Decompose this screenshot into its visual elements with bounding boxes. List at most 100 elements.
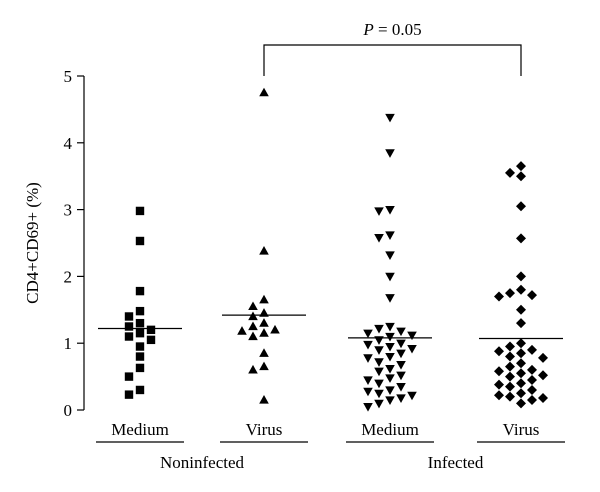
data-point	[135, 206, 145, 216]
data-point	[124, 312, 134, 321]
data-point	[363, 340, 373, 350]
data-point	[396, 360, 406, 370]
data-point	[516, 388, 526, 399]
group-label: Noninfected	[160, 453, 245, 472]
data-point	[527, 290, 537, 301]
category-label: Virus	[503, 420, 540, 439]
data-point	[259, 394, 269, 404]
data-point	[538, 392, 548, 403]
y-tick-label: 3	[64, 201, 73, 220]
data-point	[505, 288, 515, 299]
data-point	[270, 324, 280, 334]
y-tick-label: 5	[64, 67, 73, 86]
data-point	[374, 399, 384, 409]
data-point	[396, 371, 406, 381]
data-point	[259, 87, 269, 97]
category-label: Virus	[246, 420, 283, 439]
data-point	[385, 364, 395, 374]
data-point	[248, 364, 258, 374]
data-point	[248, 311, 258, 321]
category-label: Medium	[361, 420, 419, 439]
data-point	[505, 361, 515, 372]
data-point	[385, 272, 395, 282]
data-point	[385, 352, 395, 362]
data-point	[505, 381, 515, 392]
data-point	[385, 149, 395, 158]
data-point	[248, 301, 258, 311]
data-point	[135, 328, 145, 338]
data-point	[396, 383, 406, 392]
data-point	[516, 284, 526, 295]
y-tick-label: 4	[64, 134, 73, 153]
data-point	[135, 318, 145, 328]
data-point	[516, 358, 526, 369]
group-label: Infected	[428, 453, 484, 472]
y-axis: 0 1 2 3 4 5	[64, 67, 85, 420]
data-point	[259, 294, 269, 304]
data-point	[527, 374, 537, 385]
data-point	[124, 372, 134, 381]
data-point	[505, 371, 515, 382]
data-point	[363, 403, 373, 412]
data-point	[385, 251, 395, 261]
y-axis-label: CD4+CD69+ (%)	[23, 182, 42, 304]
data-point	[516, 348, 526, 359]
y-tick-label: 1	[64, 334, 73, 353]
p-value-annotation: P = 0.05	[263, 20, 522, 76]
data-point	[374, 358, 384, 367]
data-point	[135, 286, 145, 296]
data-point	[363, 329, 373, 339]
series-virus-noninfected	[237, 87, 280, 404]
data-point	[505, 341, 515, 352]
data-point	[538, 370, 548, 381]
data-point	[396, 394, 406, 403]
data-point	[363, 354, 373, 363]
p-symbol: P	[362, 20, 373, 39]
data-point	[516, 304, 526, 315]
data-point	[516, 161, 526, 172]
data-point	[516, 318, 526, 329]
data-point	[374, 346, 384, 355]
data-point	[385, 322, 395, 332]
data-point	[385, 231, 395, 240]
data-point	[385, 206, 395, 215]
data-point	[396, 349, 406, 359]
data-point	[363, 376, 373, 385]
data-point	[538, 352, 548, 363]
data-point	[527, 344, 537, 355]
data-point	[516, 171, 526, 182]
data-point	[505, 167, 515, 178]
series-virus-infected	[494, 161, 548, 409]
data-point	[527, 394, 537, 405]
data-point	[146, 335, 156, 345]
data-point	[516, 271, 526, 282]
data-point	[494, 379, 504, 390]
y-tick-label: 0	[64, 401, 73, 420]
data-point	[407, 331, 417, 341]
data-point	[516, 201, 526, 212]
data-point	[248, 321, 258, 331]
data-point	[494, 291, 504, 302]
data-point	[516, 233, 526, 244]
data-point	[516, 368, 526, 379]
data-point	[124, 332, 134, 341]
data-point	[374, 379, 384, 389]
data-point	[124, 322, 134, 331]
data-point	[363, 387, 373, 397]
data-points	[124, 87, 548, 412]
data-point	[135, 385, 145, 395]
data-point	[527, 364, 537, 375]
data-point	[135, 352, 145, 361]
data-point	[374, 324, 384, 334]
data-point	[505, 391, 515, 402]
data-point	[259, 246, 269, 255]
data-point	[135, 363, 145, 373]
data-point	[385, 113, 395, 123]
y-tick-label: 2	[64, 267, 73, 286]
data-point	[527, 384, 537, 395]
data-point	[516, 378, 526, 389]
data-point	[374, 207, 384, 216]
data-point	[374, 367, 384, 377]
